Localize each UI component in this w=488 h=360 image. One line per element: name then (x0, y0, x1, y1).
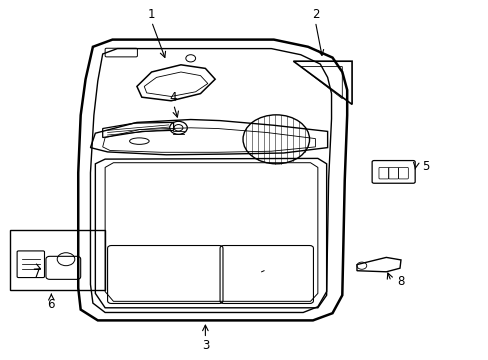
Text: 5: 5 (421, 160, 428, 173)
Text: 7: 7 (33, 268, 41, 281)
Text: 4: 4 (169, 91, 177, 104)
Text: 6: 6 (47, 298, 55, 311)
Text: 2: 2 (311, 8, 319, 21)
Text: 3: 3 (201, 339, 209, 352)
Text: 1: 1 (147, 8, 155, 21)
Text: 8: 8 (396, 275, 404, 288)
